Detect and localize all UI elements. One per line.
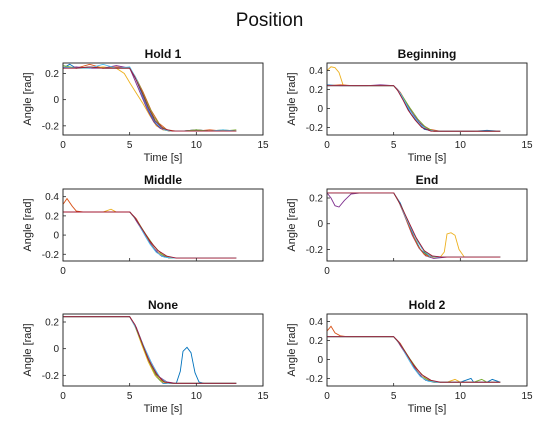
axes-frame (62, 62, 264, 136)
x-tick-label: 10 (191, 140, 203, 151)
y-tick-label: 0 (317, 219, 323, 230)
y-axis-label: Angle [rad] (286, 198, 298, 251)
subplot-title: None (148, 298, 178, 312)
figure-title: Position (236, 10, 304, 31)
y-tick-label: -0.2 (42, 250, 60, 261)
subplot-title: End (416, 173, 439, 187)
x-tick-label: 10 (455, 391, 467, 402)
x-tick-label: 15 (521, 391, 533, 402)
x-tick-label: 0 (324, 391, 330, 402)
y-tick-label: 0 (53, 231, 59, 242)
y-axis-label: Angle [rad] (22, 198, 34, 251)
x-axis-label: Time [s] (144, 152, 183, 164)
y-tick-label: -0.2 (306, 245, 324, 256)
x-tick-label: 15 (257, 391, 269, 402)
x-tick-label: 0 (60, 391, 66, 402)
y-axis-label: Angle [rad] (22, 323, 34, 376)
axes-frame (326, 188, 528, 262)
series-line-7 (327, 336, 501, 383)
y-axis-label: Angle [rad] (286, 323, 298, 376)
subplot-title: Middle (144, 173, 182, 187)
x-tick-label: 5 (391, 140, 397, 151)
axes-frame (326, 313, 528, 387)
x-tick-label: 10 (455, 140, 467, 151)
y-tick-label: -0.2 (42, 121, 60, 132)
x-tick-label: 0 (60, 266, 66, 277)
series-line-7 (327, 192, 501, 258)
axes-box (62, 188, 264, 262)
subplot-title: Beginning (398, 47, 457, 61)
axes-box (326, 188, 528, 262)
y-tick-label: 0.4 (309, 66, 323, 77)
y-tick-label: 0.2 (309, 336, 323, 347)
axes-frame (62, 188, 264, 262)
axes-box (62, 313, 264, 387)
y-tick-label: 0.2 (45, 69, 59, 80)
y-axis-label: Angle [rad] (286, 72, 298, 125)
y-tick-label: 0 (317, 355, 323, 366)
y-tick-label: 0.4 (309, 317, 323, 328)
y-tick-label: 0 (53, 95, 59, 106)
y-tick-label: -0.2 (306, 123, 324, 134)
axes-box (326, 62, 528, 136)
x-axis-label: Time [s] (144, 403, 183, 415)
y-tick-label: 0.2 (309, 194, 323, 205)
y-tick-label: 0.2 (45, 211, 59, 222)
y-tick-label: 0.2 (45, 318, 59, 329)
x-axis-label: Time [s] (408, 403, 447, 415)
y-tick-label: 0.4 (45, 192, 59, 203)
x-tick-label: 0 (60, 140, 66, 151)
x-tick-label: 5 (391, 391, 397, 402)
subplot-title: Hold 1 (145, 47, 182, 61)
series-line-7 (327, 85, 501, 132)
y-axis-label: Angle [rad] (22, 72, 34, 125)
y-tick-label: 0.2 (309, 85, 323, 96)
x-axis-label: Time [s] (408, 152, 447, 164)
x-tick-label: 5 (127, 140, 133, 151)
subplot-title: Hold 2 (409, 298, 446, 312)
axes-frame (62, 313, 264, 387)
axes-box (326, 313, 528, 387)
y-tick-label: 0 (53, 344, 59, 355)
x-tick-label: 0 (324, 266, 330, 277)
x-tick-label: 10 (191, 391, 203, 402)
axes-frame (326, 62, 528, 136)
y-tick-label: -0.2 (42, 371, 60, 382)
x-tick-label: 0 (324, 140, 330, 151)
series-line-7 (63, 316, 237, 384)
series-line-7 (63, 66, 237, 132)
y-tick-label: 0 (317, 104, 323, 115)
x-tick-label: 5 (127, 391, 133, 402)
y-tick-label: -0.2 (306, 374, 324, 385)
x-tick-label: 15 (257, 140, 269, 151)
axes-box (62, 62, 264, 136)
x-tick-label: 15 (521, 140, 533, 151)
series-line-7 (63, 211, 237, 259)
